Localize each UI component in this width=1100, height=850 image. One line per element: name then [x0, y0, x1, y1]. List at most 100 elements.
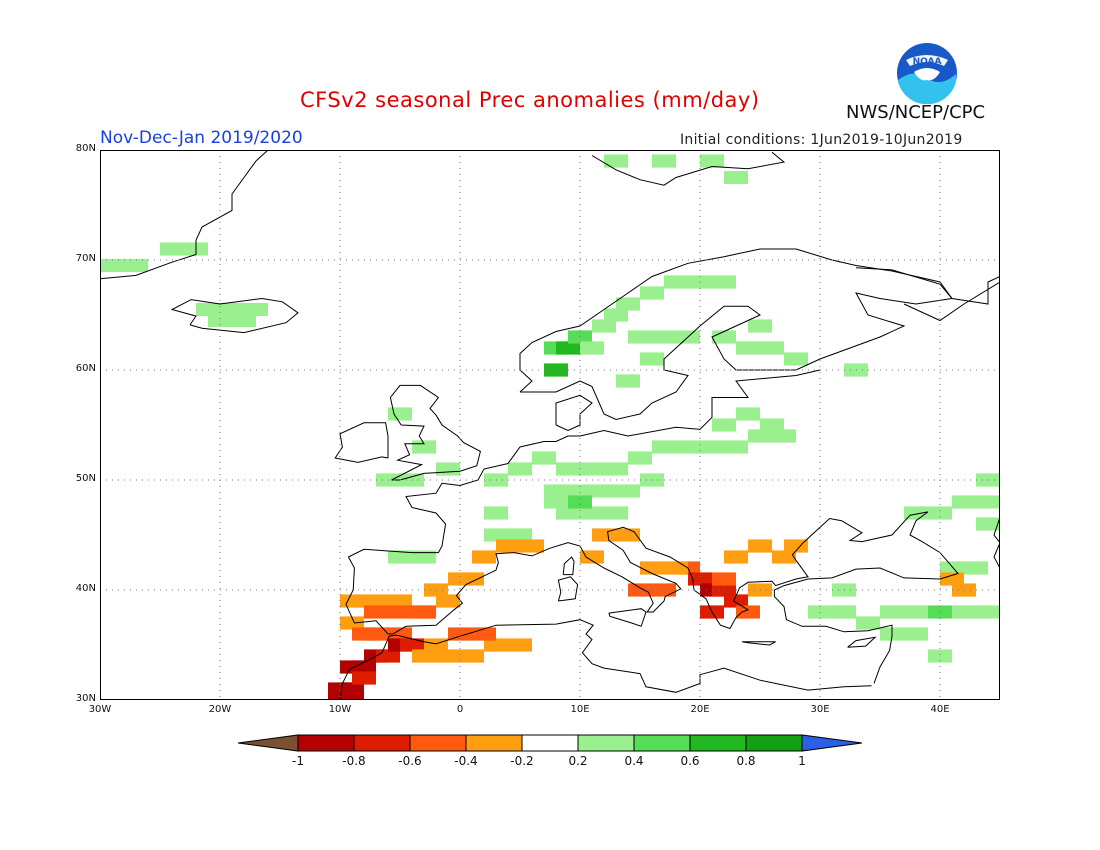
- anomaly-cell: [616, 484, 640, 498]
- anomaly-cell: [340, 594, 364, 608]
- anomaly-cell: [556, 506, 580, 520]
- agency-label: NWS/NCEP/CPC: [846, 102, 986, 123]
- anomaly-cell: [412, 550, 436, 564]
- anomaly-cell: [364, 605, 388, 619]
- anomaly-cell: [520, 539, 544, 553]
- coastline: [557, 576, 579, 602]
- anomaly-cell: [484, 506, 508, 520]
- anomaly-cell: [724, 170, 748, 185]
- anomaly-cell: [604, 154, 628, 168]
- anomaly-cell: [976, 517, 1000, 531]
- anomaly-cell: [604, 308, 628, 322]
- anomaly-cell: [640, 352, 664, 366]
- anomaly-cell: [772, 550, 796, 564]
- anomaly-cell: [436, 649, 460, 663]
- anomaly-cell: [400, 638, 424, 652]
- anomaly-map: [100, 150, 1000, 700]
- anomaly-cell: [976, 495, 1000, 509]
- anomaly-cell: [544, 495, 568, 509]
- season-label: Nov-Dec-Jan 2019/2020: [100, 128, 303, 148]
- anomaly-cell: [436, 594, 460, 608]
- anomaly-cell: [100, 258, 124, 273]
- anomaly-cell: [940, 561, 964, 575]
- anomaly-cell: [208, 313, 232, 328]
- anomaly-cell: [568, 495, 592, 509]
- anomaly-cell: [124, 258, 148, 273]
- anomaly-cell: [964, 561, 988, 575]
- initial-conditions-label: Initial conditions: 1Jun2019-10Jun2019: [680, 132, 963, 148]
- anomaly-cell: [724, 440, 748, 454]
- coastline: [170, 297, 299, 334]
- anomaly-cell: [484, 528, 508, 542]
- anomaly-cell: [952, 495, 976, 509]
- anomaly-cell: [664, 561, 688, 575]
- anomaly-cell: [220, 302, 244, 317]
- anomaly-cell: [832, 605, 856, 619]
- colorbar-box: [745, 734, 803, 752]
- colorbar-box: [633, 734, 691, 752]
- anomaly-cell: [532, 451, 556, 465]
- anomaly-cell: [244, 302, 268, 317]
- colorbar-box: [577, 734, 635, 752]
- anomaly-cell: [736, 407, 760, 421]
- anomaly-cell: [712, 275, 736, 289]
- colorbar-box: [297, 734, 355, 752]
- colorbar-label: -0.8: [342, 754, 365, 768]
- anomaly-cell: [952, 605, 976, 619]
- colorbar-label: 0.8: [736, 754, 755, 768]
- colorbar-box: [409, 734, 467, 752]
- anomaly-cell: [616, 297, 640, 311]
- longitude-label: 0: [456, 704, 464, 715]
- coastlines: [100, 150, 1000, 700]
- anomaly-cell: [724, 594, 748, 608]
- noaa-logo-icon: NOAA: [897, 43, 957, 104]
- anomaly-cell: [640, 286, 664, 300]
- anomaly-cell: [556, 462, 580, 476]
- anomaly-cell: [700, 440, 724, 454]
- anomaly-cell: [388, 594, 412, 608]
- latitude-label: 70N: [75, 253, 96, 264]
- anomaly-cell: [412, 649, 436, 663]
- anomaly-cell: [628, 330, 652, 344]
- anomaly-cell: [568, 484, 592, 498]
- anomaly-cell: [904, 627, 928, 641]
- anomaly-cell: [352, 627, 376, 641]
- anomaly-cell: [388, 605, 412, 619]
- anomaly-cell: [640, 561, 664, 575]
- anomaly-cell: [784, 539, 808, 553]
- anomaly-cell: [364, 594, 388, 608]
- anomaly-cells: [100, 154, 1000, 700]
- latitude-label: 80N: [75, 143, 96, 154]
- anomaly-cell: [652, 154, 676, 168]
- anomaly-cell: [736, 341, 760, 355]
- anomaly-cell: [544, 484, 568, 498]
- anomaly-cell: [388, 550, 412, 564]
- logo-text: NOAA: [913, 57, 942, 67]
- anomaly-cell: [724, 550, 748, 564]
- anomaly-cell: [232, 313, 256, 328]
- anomaly-cell: [592, 484, 616, 498]
- anomaly-cell: [508, 462, 532, 476]
- anomaly-cell: [976, 605, 1000, 619]
- anomaly-cell: [772, 429, 796, 443]
- anomaly-cell: [472, 550, 496, 564]
- colorbar-label: 0.4: [624, 754, 643, 768]
- latitude-label: 50N: [75, 473, 96, 484]
- anomaly-cell: [412, 605, 436, 619]
- anomaly-cell: [748, 539, 772, 553]
- coastline: [334, 422, 389, 463]
- coastline: [608, 608, 647, 627]
- longitude-label: 30E: [810, 704, 830, 715]
- longitude-label: 10W: [328, 704, 352, 715]
- anomaly-cell: [712, 418, 736, 432]
- anomaly-cell: [712, 330, 736, 344]
- colorbar-label: 0.6: [680, 754, 699, 768]
- anomaly-cell: [580, 462, 604, 476]
- anomaly-cell: [652, 330, 676, 344]
- anomaly-cell: [880, 605, 904, 619]
- coastline: [579, 369, 821, 437]
- colorbar-arrow-high: [801, 734, 862, 752]
- anomaly-cell: [748, 429, 772, 443]
- anomaly-cell: [928, 506, 952, 520]
- coastline: [100, 150, 269, 280]
